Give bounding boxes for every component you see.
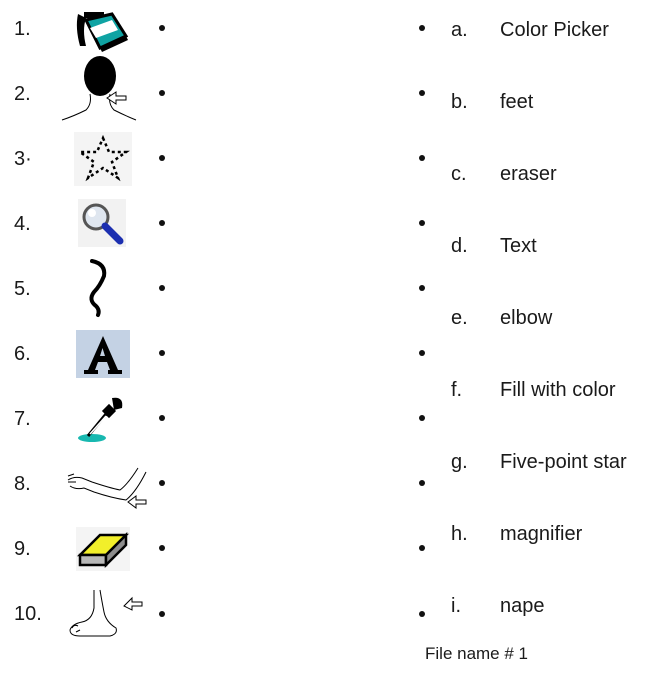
left-match-dot-7[interactable] xyxy=(159,415,165,421)
option-term-g: Five-point star xyxy=(500,451,627,473)
left-match-dot-4[interactable] xyxy=(159,220,165,226)
option-term-b: feet xyxy=(500,91,534,113)
left-match-dot-6[interactable] xyxy=(159,350,165,356)
option-letter-c: c. xyxy=(451,163,467,185)
item-number-8: 8. xyxy=(14,473,31,495)
right-match-dot-8[interactable] xyxy=(419,480,425,486)
left-match-dot-9[interactable] xyxy=(159,545,165,551)
item-number-10: 10. xyxy=(14,603,42,625)
option-term-d: Text xyxy=(500,235,537,257)
item-number-5: 5. xyxy=(14,278,31,300)
paint-bucket-icon xyxy=(76,12,129,52)
option-letter-d: d. xyxy=(451,235,468,257)
right-match-dot-7[interactable] xyxy=(419,415,425,421)
nape-icon xyxy=(61,56,137,121)
left-match-dot-3[interactable] xyxy=(159,155,165,161)
item-number-6: 6. xyxy=(14,343,31,365)
option-letter-h: h. xyxy=(451,523,468,545)
option-letter-a: a. xyxy=(451,19,468,41)
option-term-c: eraser xyxy=(500,163,557,185)
left-match-dot-5[interactable] xyxy=(159,285,165,291)
foot-icon xyxy=(69,589,143,637)
option-letter-e: e. xyxy=(451,307,468,329)
right-match-dot-10[interactable] xyxy=(419,611,425,617)
option-term-f: Fill with color xyxy=(500,379,616,401)
text-a-icon xyxy=(76,330,130,378)
right-match-dot-5[interactable] xyxy=(419,285,425,291)
eraser-icon xyxy=(76,527,130,571)
option-term-e: elbow xyxy=(500,307,553,329)
option-letter-i: i. xyxy=(451,595,461,617)
right-match-dot-4[interactable] xyxy=(419,220,425,226)
right-match-dot-2[interactable] xyxy=(419,90,425,96)
option-letter-b: b. xyxy=(451,91,468,113)
right-match-dot-1[interactable] xyxy=(419,25,425,31)
item-number-7: 7. xyxy=(14,408,31,430)
item-number-4: 4. xyxy=(14,213,31,235)
left-match-dot-2[interactable] xyxy=(159,90,165,96)
option-term-a: Color Picker xyxy=(500,19,609,41)
item-number-3: 3· xyxy=(14,148,32,170)
squiggle-line-icon xyxy=(89,259,107,317)
item-number-2: 2. xyxy=(14,83,31,105)
magnifier-icon xyxy=(78,199,126,247)
left-match-dot-8[interactable] xyxy=(159,480,165,486)
option-letter-g: g. xyxy=(451,451,468,473)
right-match-dot-3[interactable] xyxy=(419,155,425,161)
left-match-dot-10[interactable] xyxy=(159,611,165,617)
option-term-i: nape xyxy=(500,595,545,617)
file-name-label: File name # 1 xyxy=(425,644,528,663)
elbow-icon xyxy=(67,467,147,509)
option-letter-f: f. xyxy=(451,379,463,401)
right-match-dot-9[interactable] xyxy=(419,545,425,551)
left-match-dot-1[interactable] xyxy=(159,25,165,31)
option-term-h: magnifier xyxy=(500,523,583,545)
right-match-dot-6[interactable] xyxy=(419,350,425,356)
eyedropper-icon xyxy=(78,397,123,442)
item-number-9: 9. xyxy=(14,538,31,560)
item-number-1: 1. xyxy=(14,18,31,40)
dotted-star-icon xyxy=(74,132,132,186)
